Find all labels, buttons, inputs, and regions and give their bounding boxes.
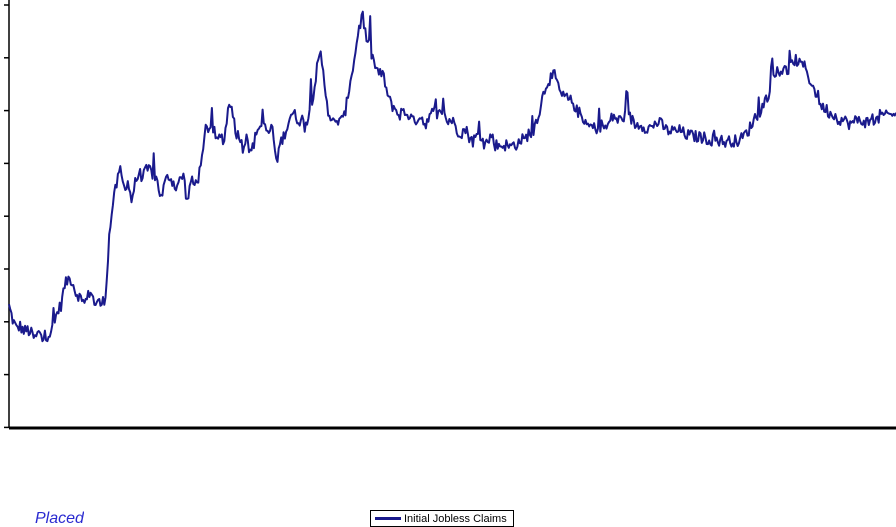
legend: Initial Jobless Claims — [370, 510, 514, 527]
y-axis-ticks — [4, 4, 9, 429]
legend-label: Initial Jobless Claims — [404, 512, 507, 525]
legend-swatch — [375, 517, 401, 520]
source-note: Placed — [35, 511, 84, 527]
series-line-initial-jobless-claims — [8, 10, 896, 343]
